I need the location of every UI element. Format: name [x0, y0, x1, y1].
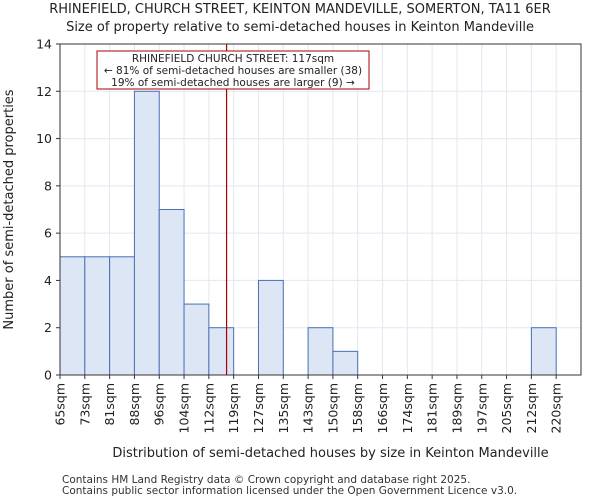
- bar-104sqm: [183, 303, 210, 376]
- footer-copyright: Contains HM Land Registry data © Crown c…: [62, 474, 471, 486]
- bar-81sqm: [109, 256, 135, 376]
- x-tick-label: 119sqm: [226, 383, 241, 433]
- bar-143sqm: [307, 327, 334, 376]
- y-axis-label: Number of semi-detached properties: [2, 89, 17, 329]
- x-tick-label: 189sqm: [449, 383, 464, 433]
- y-tick-label: 14: [36, 37, 52, 52]
- bar-112sqm: [208, 327, 235, 376]
- annotation-box: RHINEFIELD CHURCH STREET: 117sqm ← 81% o…: [96, 50, 370, 90]
- bar-96sqm: [158, 209, 185, 376]
- x-axis-label: Distribution of semi-detached houses by …: [112, 446, 548, 461]
- bar-212sqm: [530, 327, 557, 376]
- y-tick-label: 6: [44, 226, 52, 241]
- x-tick-label: 158sqm: [350, 383, 365, 433]
- x-tick-label: 181sqm: [425, 383, 440, 433]
- x-tick-label: 88sqm: [127, 383, 142, 426]
- x-tick-label: 220sqm: [549, 383, 564, 433]
- y-tick-label: 4: [44, 273, 52, 288]
- chart-subtitle: Size of property relative to semi-detach…: [66, 20, 534, 35]
- bar-73sqm: [84, 256, 111, 376]
- x-tick-label: 81sqm: [102, 383, 117, 426]
- x-tick-label: 143sqm: [301, 383, 316, 433]
- x-tick-label: 104sqm: [177, 383, 192, 433]
- plot-frame: [59, 43, 582, 376]
- x-tick-label: 174sqm: [400, 383, 415, 433]
- x-tick-label: 150sqm: [325, 383, 340, 433]
- x-tick-label: 205sqm: [499, 383, 514, 433]
- y-tick-label: 0: [44, 368, 52, 383]
- bar-150sqm: [332, 350, 359, 376]
- bar-65sqm: [59, 256, 86, 376]
- y-axis-ticks: 0 2 4 6 8 10 12 14: [36, 37, 60, 383]
- x-tick-label: 96sqm: [152, 383, 167, 426]
- x-tick-label: 135sqm: [276, 383, 291, 433]
- chart-title: RHINEFIELD, CHURCH STREET, KEINTON MANDE…: [49, 2, 551, 17]
- y-tick-label: 10: [36, 131, 52, 146]
- x-tick-label: 112sqm: [201, 383, 216, 433]
- x-tick-label: 73sqm: [77, 383, 92, 426]
- annotation-line-2: ← 81% of semi-detached houses are smalle…: [104, 65, 362, 77]
- x-tick-label: 65sqm: [53, 383, 68, 426]
- annotation-line-3: 19% of semi-detached houses are larger (…: [111, 77, 355, 89]
- y-tick-label: 8: [44, 178, 52, 193]
- x-tick-label: 127sqm: [251, 383, 266, 433]
- x-tick-label: 197sqm: [474, 383, 489, 433]
- footer-licence: Contains public sector information licen…: [62, 485, 518, 497]
- x-tick-label: 212sqm: [524, 383, 539, 433]
- x-axis-ticks: 65sqm 73sqm 81sqm 88sqm 96sqm 104sqm 112sqm 119…: [53, 375, 564, 433]
- bar-127sqm: [257, 279, 284, 376]
- bar-88sqm: [133, 90, 160, 376]
- y-tick-label: 12: [36, 84, 52, 99]
- annotation-line-1: RHINEFIELD CHURCH STREET: 117sqm: [132, 53, 334, 65]
- y-tick-label: 2: [44, 320, 52, 335]
- x-tick-label: 166sqm: [375, 383, 390, 433]
